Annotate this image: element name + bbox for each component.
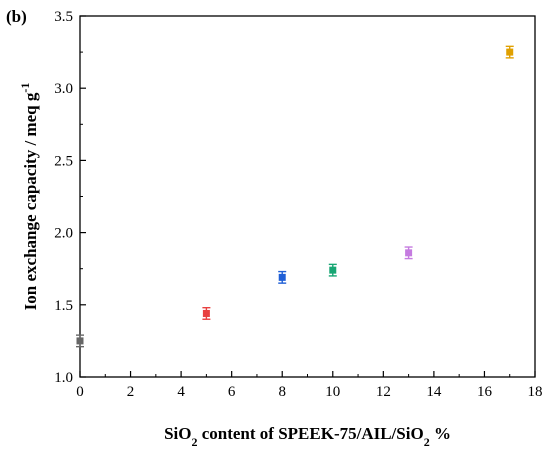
point-marker [202, 309, 210, 317]
x-tick-label: 10 [325, 384, 340, 400]
y-axis-title: Ion exchange capacity / meq g-1 [18, 83, 40, 311]
y-tick-label: 3.5 [54, 9, 73, 25]
plot-frame [79, 15, 536, 378]
point-marker [405, 249, 413, 257]
data-point [505, 45, 514, 59]
data-point [328, 263, 337, 277]
point-marker [506, 48, 514, 56]
x-tick-label: 8 [278, 384, 286, 400]
panel-label: (b) [6, 7, 27, 26]
data-point [76, 334, 84, 348]
y-tick-label: 2.0 [54, 226, 73, 242]
x-tick-label: 2 [127, 384, 135, 400]
x-tick-label: 18 [528, 384, 543, 400]
x-tick-label: 0 [76, 384, 84, 400]
y-tick-label: 2.5 [54, 153, 73, 169]
point-marker [76, 337, 84, 345]
x-tick-label: 4 [177, 384, 185, 400]
axis-ticks: 0 2 4 6 8 10 12 14 16 18 1.0 1.5 2.0 2.5 3.0 3.5 [54, 9, 542, 400]
y-tick-label: 1.5 [54, 298, 73, 314]
data-point [404, 246, 413, 260]
data-point [202, 306, 211, 320]
data-points [76, 45, 514, 348]
x-tick-label: 14 [426, 384, 442, 400]
x-axis-title: SiO2 content of SPEEK-75/AIL/SiO2 % [164, 424, 451, 449]
x-tick-label: 6 [228, 384, 236, 400]
x-tick-label: 16 [477, 384, 493, 400]
y-tick-label: 3.0 [54, 81, 73, 97]
point-marker [278, 273, 286, 281]
x-tick-label: 12 [376, 384, 391, 400]
point-marker [329, 266, 337, 274]
data-point [278, 270, 287, 284]
y-tick-label: 1.0 [54, 370, 73, 386]
